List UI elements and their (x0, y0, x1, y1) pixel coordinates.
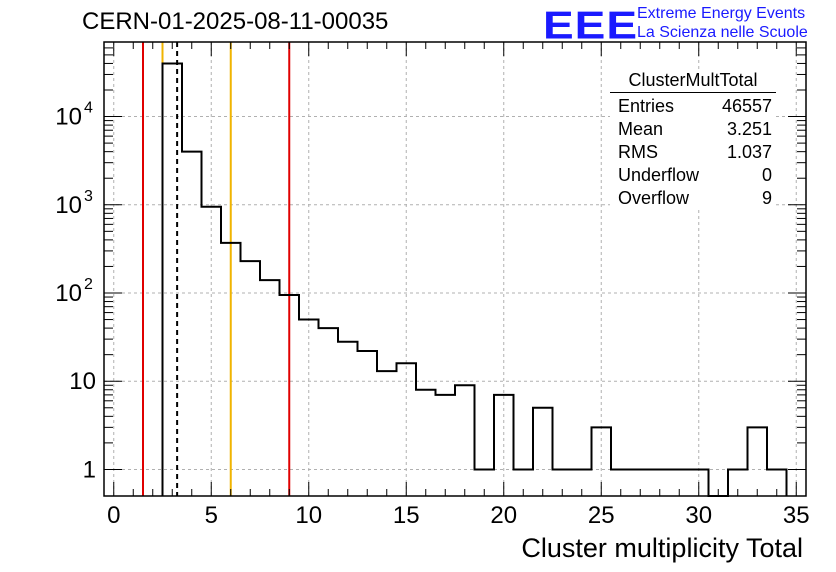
x-tick-label: 20 (490, 502, 517, 529)
y-tick-label: 10 (55, 192, 82, 219)
y-tick-label: 10 (69, 368, 96, 395)
stat-label: Overflow (618, 188, 690, 208)
grid-lines (104, 42, 806, 496)
x-tick-label: 0 (107, 502, 120, 529)
y-tick-exponent: 2 (84, 276, 93, 293)
stat-label: RMS (618, 142, 658, 162)
stat-value: 9 (761, 188, 772, 208)
x-tick-label: 30 (685, 502, 712, 529)
run-title: CERN-01-2025-08-11-00035 (82, 8, 389, 35)
x-tick-label: 5 (205, 502, 218, 529)
y-tick-exponent: 3 (84, 188, 93, 205)
stats-title: ClusterMultTotal (610, 70, 776, 93)
stat-value: 3.251 (726, 119, 772, 139)
y-tick-exponent: 4 (84, 100, 93, 117)
stat-value: 46557 (721, 96, 772, 116)
x-tick-label: 15 (393, 502, 420, 529)
eee-logo: EEE (543, 2, 639, 48)
plot-frame (103, 41, 807, 497)
x-tick-label: 25 (588, 502, 615, 529)
y-tick-label: 10 (55, 104, 82, 131)
stat-value: 0 (761, 165, 772, 185)
stat-row: Entries 46557 (610, 95, 776, 118)
y-tick-label: 10 (55, 280, 82, 307)
stat-label: Underflow (618, 165, 700, 185)
x-axis-label: Cluster multiplicity Total (521, 533, 803, 563)
stat-row: RMS 1.037 (610, 141, 776, 164)
stats-box: ClusterMultTotal Entries 46557 Mean 3.25… (610, 70, 776, 210)
stat-row: Mean 3.251 (610, 118, 776, 141)
x-tick-label: 10 (295, 502, 322, 529)
logo-line-1: Extreme Energy Events (637, 5, 806, 22)
stat-row: Overflow 9 (610, 187, 776, 210)
stat-label: Mean (618, 119, 664, 139)
marker-lines (142, 42, 291, 496)
stat-label: Entries (618, 96, 675, 116)
y-tick-label: 1 (83, 456, 96, 483)
histogram-outline (161, 62, 788, 497)
x-tick-label: 35 (783, 502, 810, 529)
stat-row: Underflow 0 (610, 164, 776, 187)
logo-line-2: La Scienza nelle Scuole (637, 24, 808, 41)
stat-value: 1.037 (726, 142, 772, 162)
axis-ticks (104, 42, 806, 496)
